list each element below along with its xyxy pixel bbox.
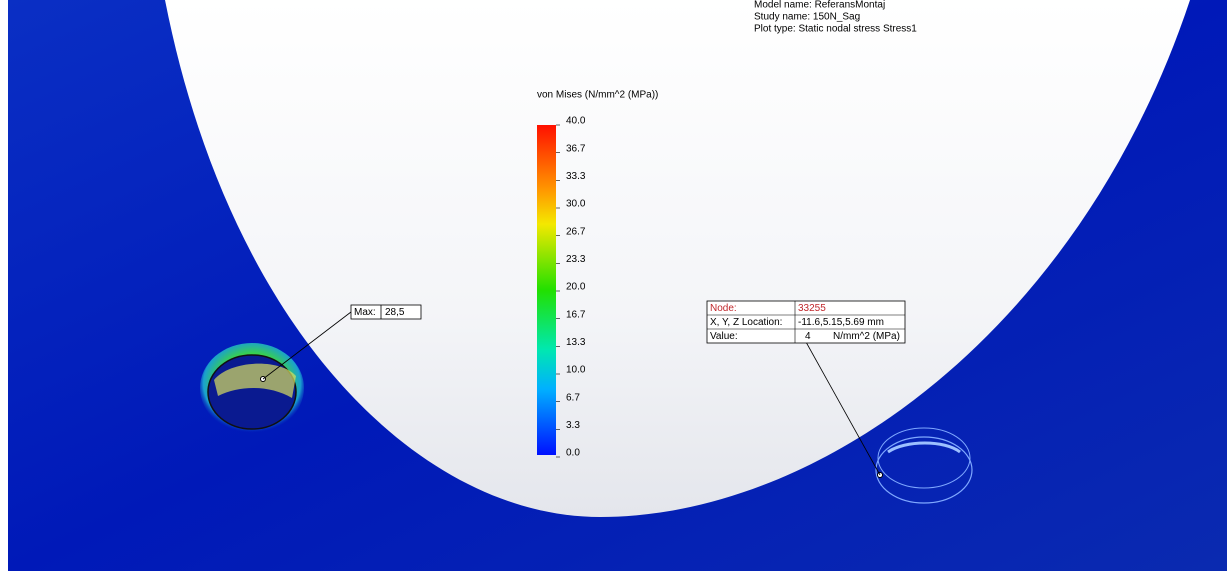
legend-tick-label: 3.3 <box>566 420 580 431</box>
probe-location: -11.6,5.15,5.69 mm <box>798 317 884 328</box>
legend-tick-label: 10.0 <box>566 365 586 376</box>
legend-tick-label: 16.7 <box>566 309 586 320</box>
probe-value: 4 <box>805 331 811 342</box>
legend-tick-label: 13.3 <box>566 337 586 348</box>
color-bar <box>537 125 556 455</box>
legend-tick-label: 33.3 <box>566 171 586 182</box>
probe-node: 33255 <box>798 303 826 314</box>
legend-tick-label: 23.3 <box>566 254 586 265</box>
viewport: Max: 28,5 Node: 33255 X, Y, Z Location: … <box>0 0 1227 571</box>
page: {"header": {"lines": ["Model name: Refer… <box>0 0 1227 571</box>
legend-tick-label: 30.0 <box>566 199 586 210</box>
legend-tick-label: 26.7 <box>566 226 586 237</box>
legend-tick-label: 20.0 <box>566 282 586 293</box>
max-key: Max: <box>354 307 376 318</box>
header-line: Plot type: Static nodal stress Stress1 <box>754 24 917 35</box>
header-line: Study name: 150N_Sag <box>754 12 860 23</box>
max-value: 28,5 <box>385 307 405 318</box>
header-line: Model name: ReferansMontaj <box>754 0 885 11</box>
probe-table: Node: 33255 X, Y, Z Location: -11.6,5.15… <box>707 301 905 343</box>
legend-title: von Mises (N/mm^2 (MPa)) <box>537 90 658 101</box>
probe-node-key: Node: <box>710 303 737 314</box>
legend-tick-label: 40.0 <box>566 116 586 127</box>
legend-tick-label: 36.7 <box>566 143 586 154</box>
probe-location-key: X, Y, Z Location: <box>710 317 782 328</box>
probe-value-key: Value: <box>710 331 738 342</box>
legend-tick-label: 0.0 <box>566 448 580 459</box>
probe-unit: N/mm^2 (MPa) <box>833 331 900 342</box>
legend-tick-label: 6.7 <box>566 392 580 403</box>
